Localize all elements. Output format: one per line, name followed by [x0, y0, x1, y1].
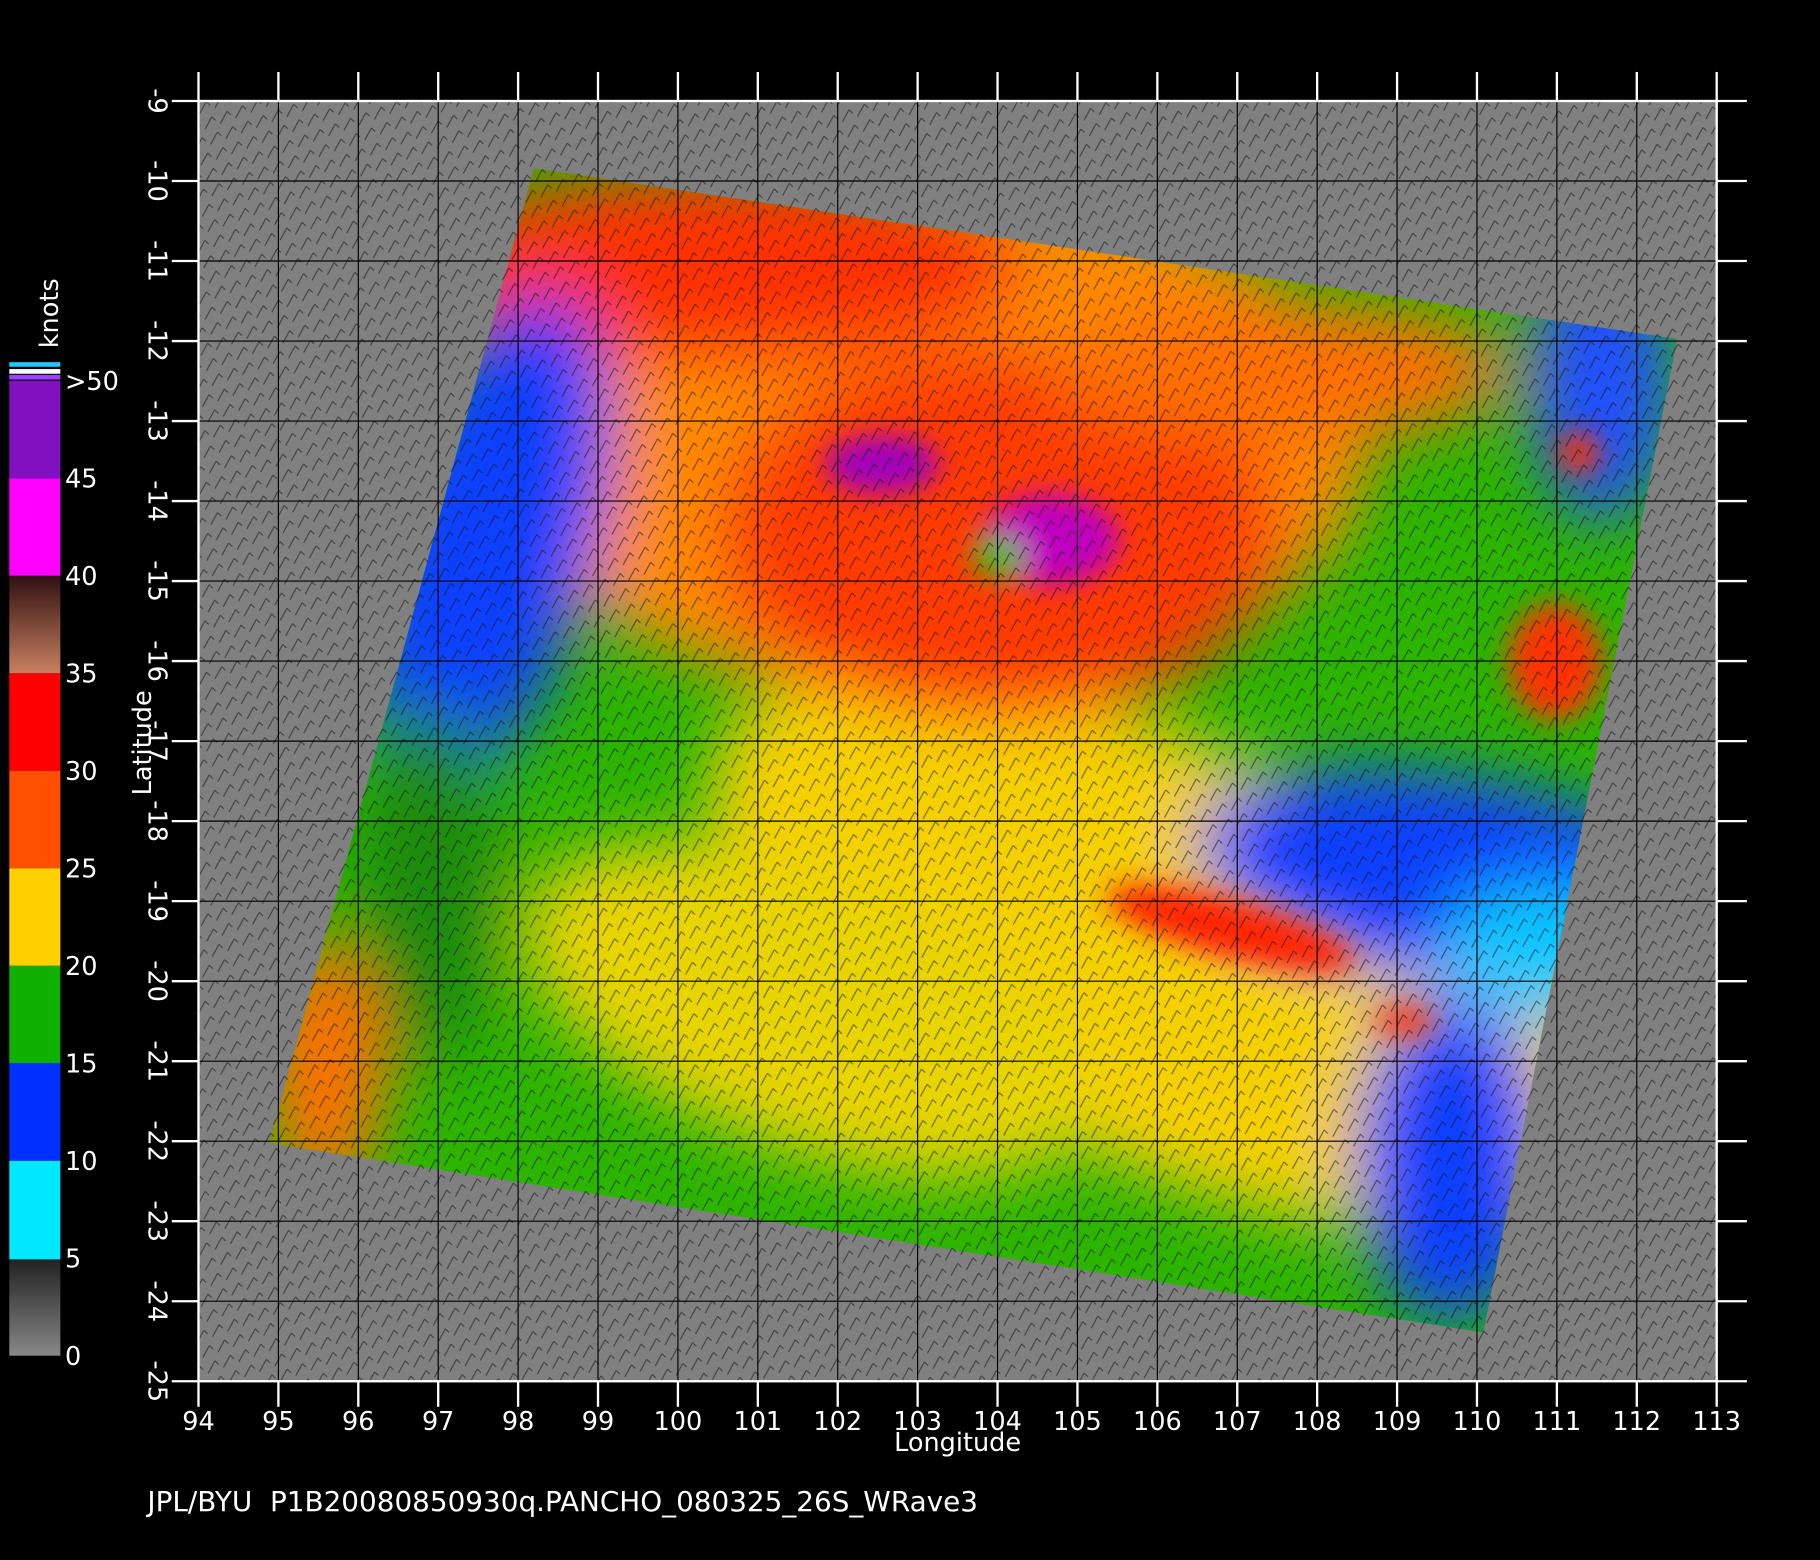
x-tick-label: 103 [893, 1407, 942, 1437]
x-tick-label: 98 [502, 1407, 534, 1437]
colorbar-label: 25 [65, 854, 97, 884]
colorbar-label: 30 [65, 757, 97, 787]
x-tick-label: 112 [1612, 1407, 1661, 1437]
y-tick-label: -24 [142, 1280, 172, 1322]
colorbar-label: >50 [65, 367, 119, 397]
y-tick-label: -16 [142, 640, 172, 682]
colorbar-label: 0 [65, 1342, 81, 1372]
x-tick-label: 105 [1053, 1407, 1102, 1437]
x-tick-label: 102 [813, 1407, 862, 1437]
x-tick-label: 110 [1453, 1407, 1502, 1437]
y-tick-label: -25 [142, 1360, 172, 1402]
y-tick-label: -22 [142, 1120, 172, 1162]
x-tick-label: 100 [654, 1407, 703, 1437]
x-tick-label: 107 [1213, 1407, 1262, 1437]
x-tick-label: 95 [262, 1407, 294, 1437]
colorbar-label: 5 [65, 1244, 81, 1274]
x-tick-label: 97 [422, 1407, 454, 1437]
colorbar: knots 0 5 10 15 20 25 30 35 40 45 >50 [9, 278, 119, 1372]
x-tick-label: 106 [1133, 1407, 1182, 1437]
x-tick-label: 108 [1293, 1407, 1342, 1437]
y-tick-label: -23 [142, 1200, 172, 1242]
x-tick-label: 94 [182, 1407, 214, 1437]
y-tick-label: -17 [142, 720, 172, 762]
colorbar-label: 40 [65, 562, 97, 592]
grid: 94 95 96 97 98 99 100 101 102 103 104 105 106 107 108 1… [142, 71, 1747, 1437]
x-tick-label: 104 [973, 1407, 1022, 1437]
colorbar-unit: knots [35, 278, 65, 348]
x-axis-label: Longitude [894, 1428, 1021, 1458]
y-tick-label: -19 [142, 880, 172, 922]
x-tick-label: 101 [733, 1407, 782, 1437]
colorbar-label: 10 [65, 1147, 97, 1177]
y-tick-label: -10 [142, 160, 172, 202]
y-tick-label: -11 [142, 240, 172, 282]
x-tick-label: 96 [342, 1407, 374, 1437]
colorbar-label: 20 [65, 952, 97, 982]
y-tick-label: -14 [142, 480, 172, 522]
x-tick-label: 109 [1373, 1407, 1422, 1437]
plot-frame [197, 99, 1718, 1383]
y-tick-label: -15 [142, 560, 172, 602]
y-tick-label: -20 [142, 960, 172, 1002]
y-tick-label: -18 [142, 800, 172, 842]
y-tick-label: -12 [142, 320, 172, 362]
y-tick-label: -21 [142, 1040, 172, 1082]
footer: JPL/BYU P1B20080850930q.PANCHO_080325_26… [145, 1485, 978, 1518]
y-tick-label: -9 [142, 88, 172, 113]
scene: 94 95 96 97 98 99 100 101 102 103 104 105 106 107 108 1… [9, 71, 1747, 1518]
colorbar-label: 35 [65, 659, 97, 689]
x-tick-label: 99 [582, 1407, 614, 1437]
x-tick-label: 111 [1533, 1407, 1582, 1437]
y-tick-label: -13 [142, 400, 172, 442]
colorbar-label: 15 [65, 1049, 97, 1079]
colorbar-label: 45 [65, 464, 97, 494]
y-axis-label: Latitude [128, 690, 158, 795]
x-tick-label: 113 [1692, 1407, 1741, 1437]
